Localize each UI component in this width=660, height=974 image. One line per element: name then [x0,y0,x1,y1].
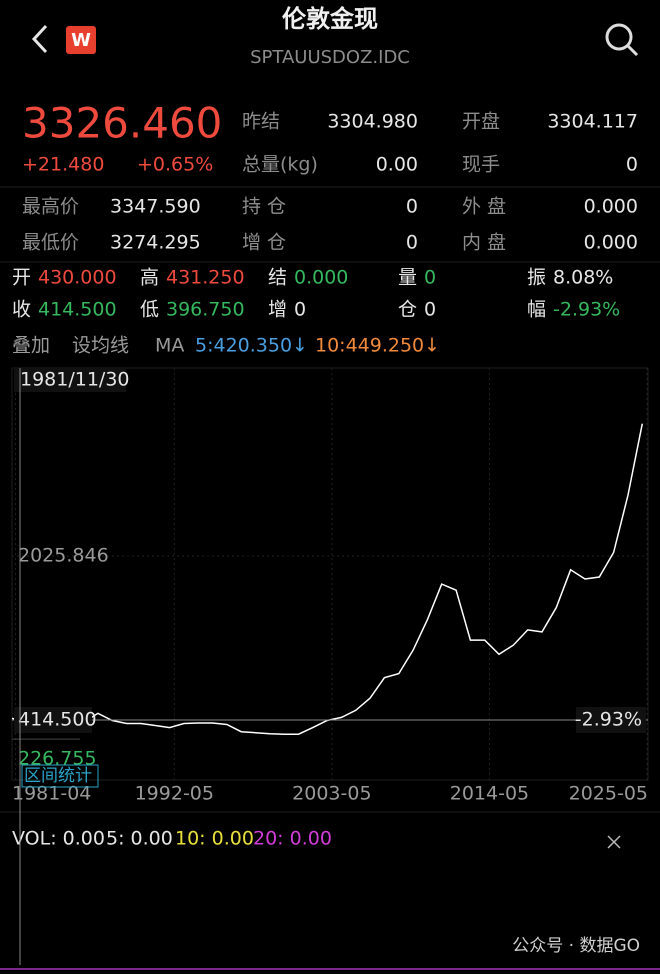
bar-label: 开 [12,267,31,289]
logo [66,26,96,54]
x-tick-label: 2025-05 [569,783,648,805]
bar-value: 431.250 [166,267,245,289]
field-value: 3347.590 [110,196,201,218]
range-button-box[interactable] [21,764,99,788]
field-value: 3304.117 [547,111,638,133]
field-label: 昨结 [242,111,280,133]
bar-value: 0 [424,299,436,321]
price: 3326.460 [22,99,222,148]
bar-label: 结 [268,267,287,289]
field-value: 0.000 [584,196,638,218]
field-label: 内 盘 [462,232,506,254]
bar-value: -2.93% [553,299,620,321]
field-label: 开盘 [462,111,500,133]
bar-label: 幅 [527,299,546,321]
back-button[interactable] [31,24,48,54]
x-tick-label: 1992-05 [135,783,214,805]
field-label: 外 盘 [462,196,506,218]
current-price-label: 414.500 [18,709,97,731]
change-pct: +0.65% [137,154,213,176]
field-label: 最低价 [22,232,79,254]
bar-label: 量 [398,267,417,289]
bar-value: 430.000 [38,267,117,289]
ma-label: MA [155,335,184,357]
field-value: 0.00 [376,154,418,176]
field-value: 3304.980 [327,111,418,133]
bar-label: 仓 [398,299,417,321]
field-label: 总量(kg) [242,154,318,176]
bar-label: 高 [140,267,159,289]
watermark: 公众号 · 数据GO [512,936,640,956]
field-label: 持 仓 [242,196,286,218]
current-price-box [14,707,92,734]
date-label: 1981/11/30 [20,369,130,391]
bar-label: 增 [268,299,287,321]
x-tick-label: 2003-05 [292,783,371,805]
current-change: -2.93% [575,709,642,731]
vol-ma5: 5: 0.00 [106,828,173,850]
vol-label: VOL: 0.00 [12,828,105,850]
bar-label: 收 [12,299,31,321]
date-box [14,368,126,392]
bar-value: 396.750 [166,299,245,321]
bar-value: 0 [294,299,306,321]
bar-label: 低 [140,299,159,321]
low-label: 226.755 [18,748,97,770]
x-tick-label: 2014-05 [450,783,529,805]
y-tick-label: 2025.846 [18,545,109,567]
field-value: 0.000 [584,232,638,254]
search-icon [626,44,639,57]
bar-value: 0.000 [294,267,348,289]
plot-frame [11,367,649,781]
search-icon [605,23,633,51]
change: +21.480 [22,154,104,176]
subtitle: SPTAUUSDOZ.IDC [250,47,410,68]
overlay-button[interactable]: 叠加 [12,335,50,357]
field-label: 增 仓 [242,232,286,254]
search-button[interactable] [605,23,639,57]
bar-value: 414.500 [38,299,117,321]
vol-ma20: 20: 0.00 [253,828,332,850]
field-label: 最高价 [22,196,79,218]
x-tick-label: 1981-04 [12,783,91,805]
field-value: 3274.295 [110,232,201,254]
close-icon [607,835,621,849]
ma10: 10:449.250↓ [315,335,440,357]
ma-setting-button[interactable]: 设均线 [72,335,129,357]
close-button[interactable] [607,835,621,849]
field-value: 0 [406,196,418,218]
field-value: 0 [406,232,418,254]
title: 伦敦金现 [282,5,378,33]
field-value: 0 [626,154,638,176]
ma5: 5:420.350↓ [195,335,308,357]
range-button: 区间统计 [24,766,92,786]
bar-value: 8.08% [553,267,613,289]
vol-ma10: 10: 0.00 [175,828,254,850]
field-label: 现手 [462,154,500,176]
current-change-box [576,707,646,734]
bar-label: 振 [527,267,546,289]
logo-text: W [71,30,91,51]
bar-value: 0 [424,267,436,289]
